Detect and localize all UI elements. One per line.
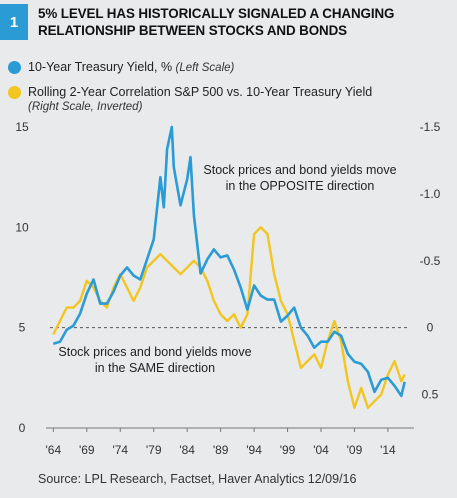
legend-item-correlation: Rolling 2-Year Correlation S&P 500 vs. 1… [8, 85, 448, 115]
legend-label-correlation: Rolling 2-Year Correlation S&P 500 vs. 1… [28, 85, 373, 99]
left-axis-tick-label: 15 [15, 120, 29, 134]
left-axis-tick-label: 0 [19, 421, 26, 435]
series-line-yield [52, 125, 406, 398]
right-axis-tick-label: -0.5 [420, 254, 441, 268]
x-axis-tick-label: '84 [179, 443, 195, 457]
source-note: Source: LPL Research, Factset, Haver Ana… [38, 472, 357, 486]
x-axis-tick-label: '74 [112, 443, 128, 457]
x-axis-tick-label: '79 [146, 443, 162, 457]
right-axis-tick-label: -1.5 [420, 120, 441, 134]
left-axis-tick-label: 10 [15, 220, 29, 234]
x-axis-tick-label: '99 [280, 443, 296, 457]
left-axis-tick-label: 5 [19, 321, 26, 335]
legend-note-yield: (Left Scale) [175, 62, 235, 74]
chart-title: 5% LEVEL HAS HISTORICALLY SIGNALED A CHA… [38, 6, 395, 38]
x-axis-tick-label: '04 [313, 443, 329, 457]
chart-legend: 10-Year Treasury Yield, % (Left Scale) R… [8, 60, 448, 115]
x-axis-tick-label: '94 [246, 443, 262, 457]
right-axis-tick-label: 0 [427, 321, 434, 335]
right-axis-tick-label: 0.5 [422, 388, 439, 402]
annotation-opposite-direction: Stock prices and bond yields move in the … [203, 163, 396, 193]
legend-swatch-yield [8, 61, 21, 74]
x-axis-tick-label: '89 [213, 443, 229, 457]
x-axis-tick-label: '64 [46, 443, 62, 457]
legend-note-correlation: (Right Scale, Inverted) [28, 101, 143, 113]
legend-swatch-correlation [8, 86, 21, 99]
annotation-same-direction: Stock prices and bond yields move in the … [58, 345, 251, 375]
x-axis-tick-label: '09 [347, 443, 363, 457]
x-axis-tick-label: '69 [79, 443, 95, 457]
right-axis-tick-label: -1.0 [420, 187, 441, 201]
x-axis-tick-label: '14 [380, 443, 396, 457]
figure-number-badge: 1 [0, 4, 28, 40]
legend-label-yield: 10-Year Treasury Yield, % [28, 60, 173, 74]
legend-item-yield: 10-Year Treasury Yield, % (Left Scale) [8, 60, 448, 76]
series-line-correlation [52, 226, 406, 410]
